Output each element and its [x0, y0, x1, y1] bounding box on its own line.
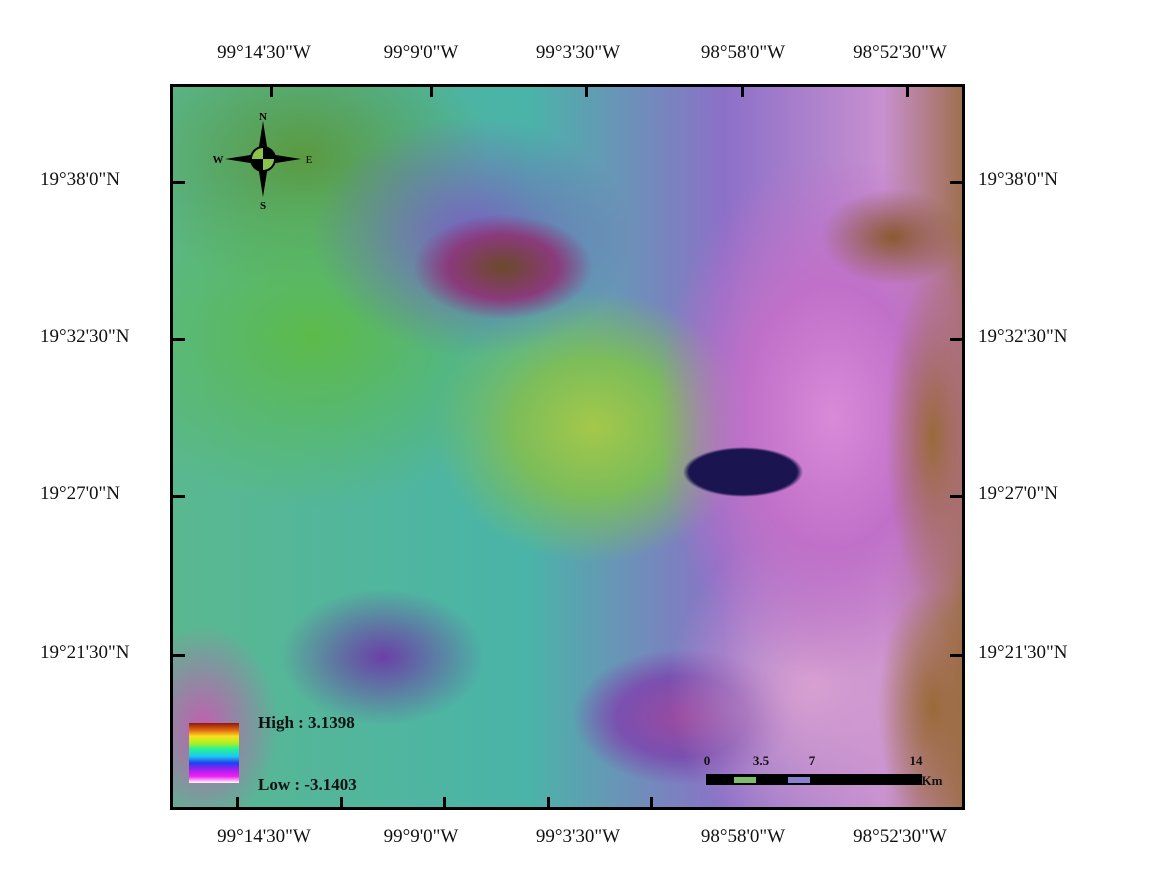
- tick: [950, 654, 962, 657]
- tick: [906, 87, 909, 97]
- scale-unit: Km: [921, 773, 943, 788]
- x-label-bottom-2: 99°3'30"W: [535, 826, 621, 847]
- tick: [173, 181, 185, 184]
- scale-label-1: 3.5: [752, 753, 770, 768]
- scale-label-3: 14: [909, 753, 923, 768]
- tick: [741, 87, 744, 97]
- x-label-bottom-0: 99°14'30"W: [217, 826, 311, 847]
- tick: [950, 181, 962, 184]
- compass-s: S: [260, 200, 266, 209]
- compass-e: E: [306, 154, 313, 166]
- scale-segment: [734, 777, 756, 783]
- tick: [173, 654, 185, 657]
- tick: [340, 797, 343, 807]
- tick: [430, 87, 433, 97]
- tick: [443, 797, 446, 807]
- compass-n: N: [259, 111, 267, 123]
- scale-bar: [706, 774, 922, 785]
- y-label-right-3: 19°21'30"N: [978, 642, 1068, 663]
- scale-segment: [788, 777, 810, 783]
- tick: [950, 495, 962, 498]
- x-label-top-3: 98°58'0"W: [700, 42, 786, 63]
- tick: [950, 338, 962, 341]
- x-label-bottom-3: 98°58'0"W: [700, 826, 786, 847]
- y-label-left-1: 19°32'30"N: [40, 326, 130, 347]
- tick: [547, 797, 550, 807]
- y-label-right-1: 19°32'30"N: [978, 326, 1068, 347]
- interferogram-map: N S E W High : 3.1398 Low : -3.1403 0 3.…: [170, 84, 965, 810]
- x-label-top-2: 99°3'30"W: [535, 42, 621, 63]
- x-label-top-1: 99°9'0"W: [383, 42, 459, 63]
- tick: [173, 338, 185, 341]
- tick: [650, 797, 653, 807]
- scale-label-2: 7: [808, 753, 816, 768]
- y-label-right-0: 19°38'0"N: [978, 169, 1058, 190]
- scale-label-0: 0: [703, 753, 711, 768]
- tick: [585, 87, 588, 97]
- x-label-top-0: 99°14'30"W: [217, 42, 311, 63]
- legend-high-label: High : 3.1398: [258, 713, 355, 732]
- phase-colorbar: [189, 723, 239, 783]
- north-arrow-compass-icon: N S E W: [213, 111, 313, 209]
- x-label-bottom-4: 98°52'30"W: [853, 826, 947, 847]
- y-label-left-3: 19°21'30"N: [40, 642, 130, 663]
- legend-low-label: Low : -3.1403: [258, 775, 357, 794]
- tick: [236, 797, 239, 807]
- tick: [173, 495, 185, 498]
- y-label-left-2: 19°27'0"N: [40, 483, 120, 504]
- tick: [270, 87, 273, 97]
- x-label-bottom-1: 99°9'0"W: [383, 826, 459, 847]
- x-label-top-4: 98°52'30"W: [853, 42, 947, 63]
- y-label-right-2: 19°27'0"N: [978, 483, 1058, 504]
- y-label-left-0: 19°38'0"N: [40, 169, 120, 190]
- compass-w: W: [213, 154, 224, 166]
